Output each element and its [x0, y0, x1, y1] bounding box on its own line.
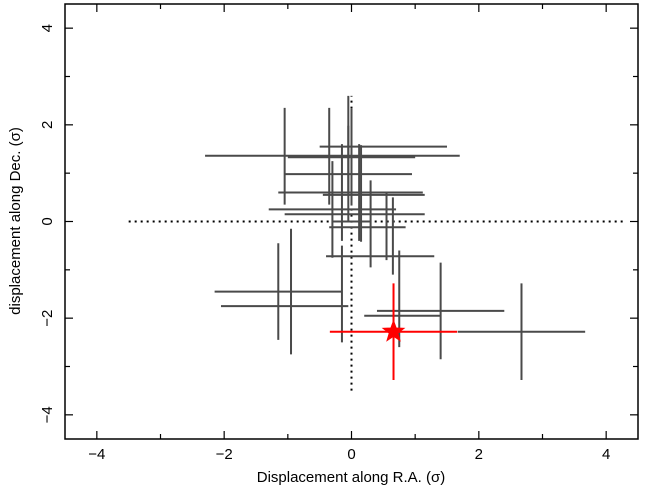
x-axis-ticks: −4 −2 0 2 4: [88, 4, 610, 463]
x-tick-label: 2: [475, 446, 483, 463]
y-tick-label: 0: [39, 217, 56, 225]
y-tick-label: 2: [39, 121, 56, 129]
y-tick-label: 4: [39, 24, 56, 32]
y-axis-title: displacement along Dec. (σ): [7, 127, 24, 315]
x-axis-title: Displacement along R.A. (σ): [257, 469, 446, 486]
x-tick-label: 4: [602, 446, 610, 463]
y-tick-label: −2: [39, 310, 56, 327]
reference-lines: [128, 95, 626, 391]
x-tick-label: −2: [216, 446, 233, 463]
markers: [381, 319, 406, 342]
y-axis-ticks: −4 −2 0 2 4: [39, 24, 638, 423]
x-tick-label: −4: [88, 446, 105, 463]
x-tick-label: 0: [347, 446, 355, 463]
star-marker: [381, 319, 406, 342]
error-bars: [205, 95, 586, 381]
y-tick-label: −4: [39, 406, 56, 423]
